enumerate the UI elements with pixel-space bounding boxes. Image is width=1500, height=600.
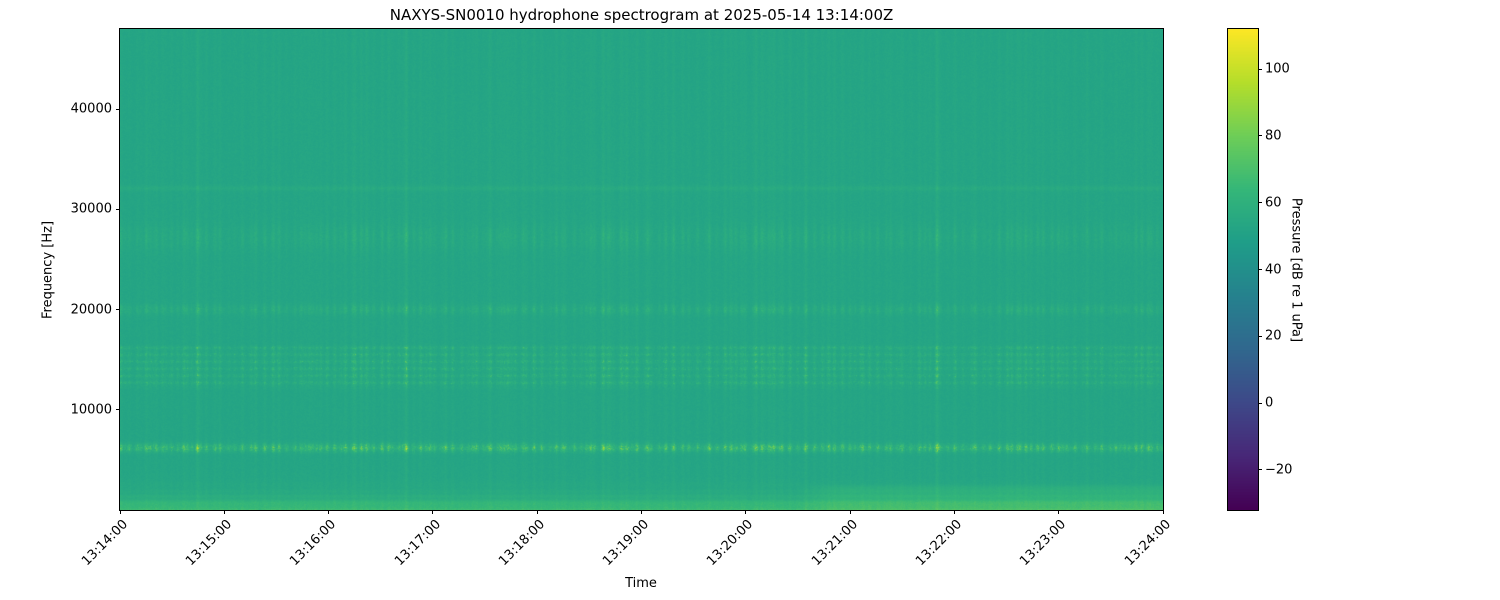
- colorbar-tickmark: [1258, 135, 1262, 137]
- colorbar-tickmark: [1258, 469, 1262, 471]
- x-tick-label: 13:21:00: [808, 517, 861, 569]
- colorbar-tick-label: 20: [1265, 328, 1282, 344]
- x-tick-label: 13:24:00: [1121, 517, 1174, 569]
- colorbar-tick-label: 100: [1265, 61, 1290, 77]
- x-tick-label: 13:22:00: [913, 517, 966, 569]
- spectrogram-heatmap: [119, 28, 1164, 511]
- x-tickmark: [328, 510, 330, 514]
- x-tickmark: [536, 510, 538, 514]
- x-tickmark: [641, 510, 642, 514]
- y-tick-label: 30000: [70, 201, 112, 217]
- y-tickmark: [116, 309, 120, 311]
- x-tick-label: 13:16:00: [287, 517, 340, 569]
- y-tick-label: 40000: [70, 101, 112, 117]
- x-tick-label: 13:15:00: [183, 517, 235, 569]
- y-tickmark: [116, 208, 120, 210]
- colorbar-tick-label: 80: [1265, 128, 1282, 144]
- x-tick-label: 13:23:00: [1017, 517, 1070, 569]
- x-tick-label: 13:19:00: [600, 517, 653, 569]
- y-tickmark: [116, 409, 120, 411]
- x-tick-label: 13:18:00: [495, 517, 548, 569]
- y-tick-label: 10000: [70, 402, 112, 418]
- x-tickmark: [849, 510, 851, 514]
- x-tick-label: 13:14:00: [78, 517, 131, 569]
- colorbar-tick-label: 0: [1265, 395, 1274, 411]
- colorbar-tick-label: 60: [1265, 195, 1282, 211]
- chart-title: NAXYS-SN0010 hydrophone spectrogram at 2…: [389, 6, 894, 24]
- colorbar-label: Pressure [dB re 1 uPa]: [1288, 197, 1304, 343]
- x-tickmark: [119, 510, 121, 514]
- x-tick-label: 13:17:00: [391, 517, 444, 569]
- x-tickmark: [1162, 510, 1164, 514]
- x-tickmark: [1058, 510, 1060, 514]
- x-tick-label: 13:20:00: [704, 517, 757, 569]
- x-tickmark: [745, 510, 747, 514]
- x-axis-label: Time: [625, 576, 657, 591]
- colorbar-tickmark: [1258, 402, 1262, 404]
- colorbar-tickmark: [1258, 202, 1262, 204]
- colorbar-tickmark: [1258, 68, 1262, 70]
- colorbar-tickmark: [1258, 269, 1262, 270]
- x-tickmark: [953, 510, 955, 514]
- y-axis-label: Frequency [Hz]: [40, 220, 56, 320]
- x-tickmark: [223, 510, 225, 514]
- colorbar-tick-label: −20: [1265, 462, 1293, 478]
- y-tick-label: 20000: [70, 302, 112, 318]
- y-tickmark: [116, 108, 120, 110]
- x-tickmark: [432, 510, 434, 514]
- colorbar-tick-label: 40: [1265, 262, 1282, 277]
- colorbar: [1227, 28, 1259, 511]
- colorbar-tickmark: [1258, 335, 1262, 337]
